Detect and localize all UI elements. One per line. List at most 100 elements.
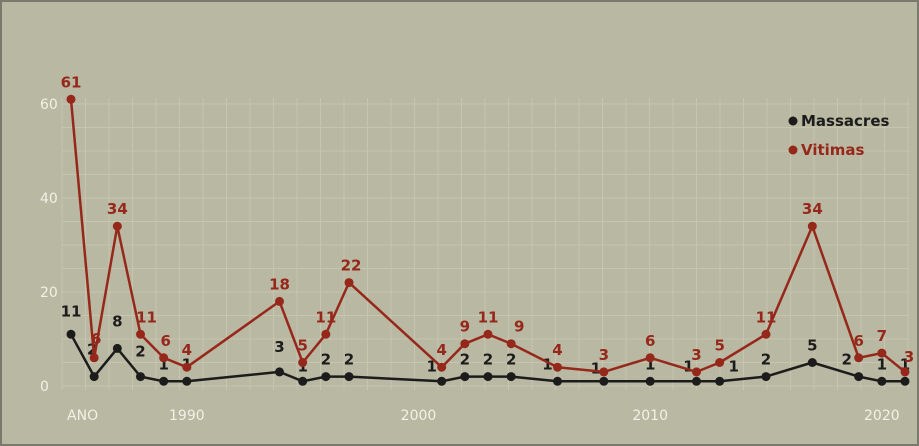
data-label: 3 — [599, 346, 609, 364]
data-point — [113, 222, 122, 231]
data-point — [298, 358, 307, 367]
x-tick-label: 2020 — [864, 408, 900, 424]
legend: Massacres Vitimas — [789, 112, 890, 159]
data-point — [90, 372, 99, 381]
data-point — [136, 330, 145, 339]
data-label: 11 — [136, 308, 157, 326]
data-label: 5 — [807, 337, 817, 355]
data-point — [808, 358, 817, 367]
data-point — [67, 330, 76, 339]
data-point — [854, 353, 863, 362]
data-label: 1 — [728, 357, 738, 375]
data-point — [646, 377, 655, 386]
data-point — [321, 330, 330, 339]
data-point — [599, 367, 608, 376]
data-point — [877, 349, 886, 358]
data-point — [715, 358, 724, 367]
data-point — [692, 367, 701, 376]
y-tick-label: 0 — [40, 379, 49, 395]
data-label: 3 — [691, 346, 701, 364]
data-point — [507, 339, 516, 348]
data-label: 8 — [112, 312, 122, 330]
x-tick-label: 2000 — [401, 408, 437, 424]
data-point — [507, 372, 516, 381]
data-point — [553, 377, 562, 386]
data-label: 2 — [344, 351, 354, 369]
data-point — [762, 372, 771, 381]
data-label: 3 — [904, 348, 914, 366]
data-point — [67, 95, 76, 104]
data-point — [715, 377, 724, 386]
data-label: 6 — [645, 332, 655, 350]
data-point — [345, 372, 354, 381]
data-label: 7 — [877, 327, 887, 345]
y-tick-label: 40 — [40, 191, 58, 207]
data-point — [136, 372, 145, 381]
data-point — [901, 377, 910, 386]
data-point — [877, 377, 886, 386]
data-label: 2 — [460, 351, 470, 369]
data-label: 9 — [514, 318, 524, 336]
data-point — [113, 344, 122, 353]
data-label: 2 — [321, 351, 331, 369]
data-point — [646, 353, 655, 362]
data-label: 4 — [552, 341, 562, 359]
data-label: 4 — [182, 341, 192, 359]
data-point — [182, 377, 191, 386]
data-point — [275, 367, 284, 376]
data-point — [901, 367, 910, 376]
data-point — [182, 363, 191, 372]
data-label: 34 — [802, 200, 823, 218]
data-label: 34 — [107, 200, 128, 218]
data-point — [599, 377, 608, 386]
legend-marker-vitimas — [789, 146, 798, 155]
data-point — [484, 330, 493, 339]
data-point — [692, 377, 701, 386]
data-label: 5 — [714, 337, 724, 355]
data-point — [345, 278, 354, 287]
data-point — [553, 363, 562, 372]
data-label: 11 — [756, 308, 777, 326]
data-point — [437, 377, 446, 386]
data-point — [808, 222, 817, 231]
data-label: 11 — [315, 308, 336, 326]
y-tick-label: 20 — [40, 285, 58, 301]
x-tick-label: ANO — [67, 408, 98, 424]
data-point — [854, 372, 863, 381]
y-tick-label: 60 — [40, 97, 58, 113]
data-label: 2 — [841, 351, 851, 369]
data-label: 3 — [274, 338, 284, 356]
data-point — [762, 330, 771, 339]
data-label: 18 — [269, 275, 290, 293]
legend-marker-massacres — [789, 117, 798, 126]
data-label: 2 — [135, 343, 145, 361]
data-point — [437, 363, 446, 372]
data-point — [484, 372, 493, 381]
data-label: 61 — [61, 73, 82, 91]
data-label: 5 — [297, 337, 307, 355]
data-label: 6 — [160, 332, 170, 350]
data-point — [159, 353, 168, 362]
data-point — [159, 377, 168, 386]
data-point — [90, 353, 99, 362]
data-point — [321, 372, 330, 381]
data-point — [460, 372, 469, 381]
data-label: 2 — [761, 351, 771, 369]
legend-label-vitimas: Vitimas — [801, 141, 865, 159]
data-label: 4 — [436, 341, 446, 359]
data-label: 9 — [460, 318, 470, 336]
data-point — [460, 339, 469, 348]
data-label: 11 — [478, 308, 499, 326]
x-tick-label: 1990 — [169, 408, 205, 424]
data-label: 11 — [61, 302, 82, 320]
legend-label-massacres: Massacres — [801, 112, 889, 130]
data-label: 6 — [91, 330, 101, 348]
data-point — [275, 297, 284, 306]
data-label: 1 — [877, 355, 887, 373]
data-point — [298, 377, 307, 386]
data-label: 6 — [853, 332, 863, 350]
x-tick-label: 2010 — [632, 408, 668, 424]
data-label: 2 — [483, 351, 493, 369]
